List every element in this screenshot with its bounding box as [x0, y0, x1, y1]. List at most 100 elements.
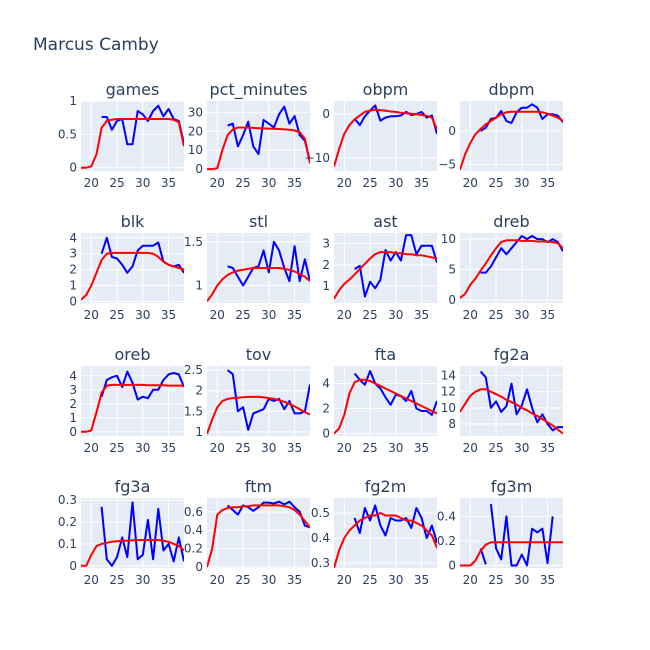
x-tick-label: 25 [362, 573, 377, 587]
y-tick-label: 3 [69, 247, 77, 261]
x-tick-label: 35 [161, 308, 176, 322]
x-tick-label: 25 [235, 441, 250, 455]
plot-area [460, 233, 563, 303]
x-tick-label: 25 [488, 308, 503, 322]
y-tick-label: 2 [69, 397, 77, 411]
x-tick-label: 35 [414, 176, 429, 190]
x-tick-label: 20 [210, 573, 225, 587]
y-tick-label: 0 [69, 294, 77, 308]
subplot-title: pct_minutes [210, 80, 308, 100]
actual-line [479, 370, 563, 432]
subplot-title: dbpm [488, 80, 534, 99]
model-line [81, 539, 184, 567]
model-line [207, 126, 310, 171]
subplot-title: obpm [363, 80, 409, 99]
y-tick-label: 0 [195, 162, 203, 176]
x-tick-label: 35 [287, 573, 302, 587]
x-tick-label: 30 [514, 308, 529, 322]
y-tick-label: 10 [441, 401, 456, 415]
x-tick-label: 30 [388, 573, 403, 587]
y-tick-label: 30 [188, 105, 203, 119]
x-tick-label: 20 [337, 573, 352, 587]
y-tick-label: 1 [195, 425, 203, 439]
x-tick-label: 25 [109, 573, 124, 587]
subplot-title: blk [121, 212, 146, 231]
x-tick-label: 20 [337, 308, 352, 322]
x-tick-label: 25 [109, 176, 124, 190]
y-tick-label: 1.5 [184, 404, 203, 418]
y-tick-label: 0.2 [58, 515, 77, 529]
x-tick-label: 30 [135, 176, 150, 190]
subplot-title: fg2a [494, 345, 530, 364]
y-tick-label: 0 [69, 559, 77, 573]
subplot-stl: 20 25 30 35 1 1.5 stl [184, 212, 310, 322]
model-line [207, 267, 310, 302]
y-tick-label: 0.1 [58, 537, 77, 551]
x-tick-label: 20 [84, 176, 99, 190]
y-tick-label: 0 [448, 124, 456, 138]
x-tick-label: 35 [540, 441, 555, 455]
y-tick-label: 12 [441, 385, 456, 399]
subplot-fta: 20 25 30 35 0 2 4 fta [322, 345, 437, 455]
subplot-title: fta [375, 345, 396, 364]
y-tick-label: 0.2 [184, 542, 203, 556]
x-tick-label: 25 [362, 308, 377, 322]
actual-line [354, 234, 437, 298]
actual-line [100, 370, 184, 401]
x-tick-label: 35 [161, 573, 176, 587]
x-tick-label: 30 [388, 441, 403, 455]
model-line [81, 251, 184, 301]
x-tick-label: 25 [362, 441, 377, 455]
subplot-blk: 20 25 30 35 01 2 3 4 blk [69, 212, 184, 322]
x-tick-label: 30 [135, 308, 150, 322]
actual-line [100, 501, 184, 567]
x-tick-label: 25 [362, 176, 377, 190]
actual-line [353, 370, 437, 416]
x-tick-label: 30 [514, 176, 529, 190]
y-tick-label: 1 [69, 94, 77, 108]
x-tick-label: 30 [261, 308, 276, 322]
x-tick-label: 20 [84, 441, 99, 455]
x-tick-label: 25 [109, 308, 124, 322]
model-line [460, 239, 563, 299]
x-tick-label: 30 [261, 441, 276, 455]
subplot-title: stl [249, 212, 268, 231]
x-tick-label: 20 [210, 441, 225, 455]
actual-line [226, 500, 310, 529]
y-tick-label: 1 [195, 279, 203, 293]
model-line [81, 118, 184, 169]
y-tick-label: 2 [322, 402, 330, 416]
y-tick-label: 8 [448, 417, 456, 431]
y-tick-label: 0.4 [184, 523, 203, 537]
y-tick-label: 2 [195, 384, 203, 398]
y-tick-label: 0 [322, 107, 330, 121]
subplot-ast: 20 25 30 35 1 2 3 ast [322, 212, 437, 322]
y-tick-label: 2 [322, 258, 330, 272]
y-tick-label: −10 [305, 151, 330, 165]
x-tick-label: 20 [463, 441, 478, 455]
figure-title: Marcus Camby [33, 35, 159, 55]
x-tick-label: 35 [540, 308, 555, 322]
x-tick-label: 20 [463, 573, 478, 587]
y-tick-label: 0.4 [311, 531, 330, 545]
x-tick-label: 25 [488, 573, 503, 587]
subplot-dreb: 20 25 30 35 0 5 10 dreb [441, 212, 563, 322]
y-tick-label: 10 [441, 232, 456, 246]
x-tick-label: 35 [161, 176, 176, 190]
y-tick-label: 0.5 [311, 506, 330, 520]
subplot-title: fg3a [115, 477, 151, 496]
actual-line [227, 105, 310, 162]
subplot-tov: 20 25 30 35 1 1.5 2 2.5 tov [184, 345, 310, 455]
model-line [460, 541, 563, 567]
x-tick-label: 35 [287, 441, 302, 455]
x-tick-label: 20 [463, 176, 478, 190]
x-tick-label: 25 [109, 441, 124, 455]
y-tick-label: 14 [441, 369, 456, 383]
subplot-title: oreb [114, 345, 150, 364]
x-tick-label: 20 [210, 308, 225, 322]
model-line [207, 504, 310, 568]
y-tick-label: 1.5 [184, 235, 203, 249]
